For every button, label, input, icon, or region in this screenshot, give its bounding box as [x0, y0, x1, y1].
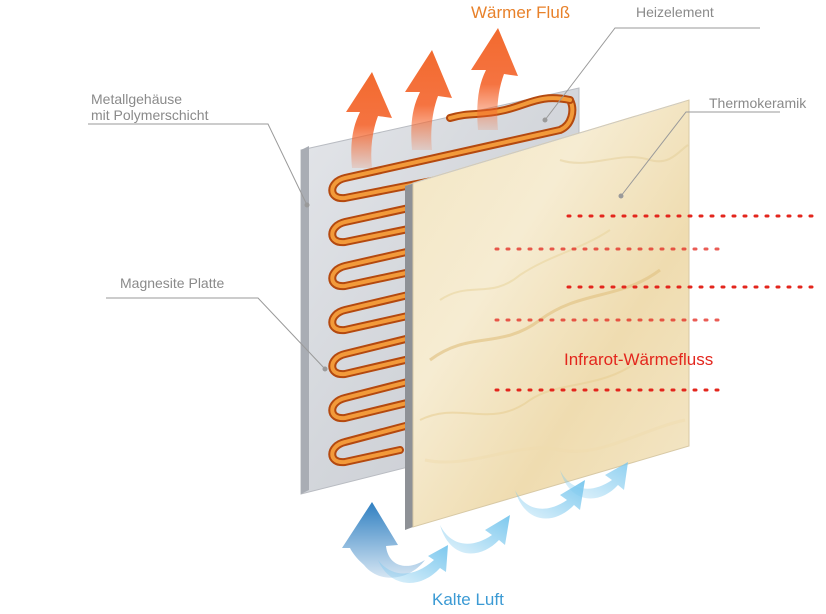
leader-heating-element	[544, 27, 760, 121]
leader-metal-housing	[88, 123, 308, 206]
label-infrared-flow: Infrarot-Wärmefluss	[564, 350, 714, 369]
label-cold-air: Kalte Luft	[432, 590, 504, 609]
cold-arrow-light-2	[515, 480, 585, 519]
cold-arrow-light-3	[560, 462, 628, 499]
label-thermo-ceramic: Thermokeramik	[709, 95, 807, 111]
leader-thermo-ceramic	[620, 111, 780, 197]
label-metal-housing-line1: Metallgehäuse	[91, 91, 183, 107]
label-magnesite-plate: Magnesite Platte	[120, 275, 225, 291]
label-heating-element: Heizelement	[636, 4, 714, 20]
warm-air-arrows	[346, 28, 518, 168]
warm-arrow-3	[471, 28, 518, 130]
leader-lines	[88, 27, 780, 372]
infrared-lines	[494, 214, 814, 392]
warm-arrow-1	[346, 72, 392, 168]
thermo-ceramic-panel	[405, 99, 690, 530]
leader-magnesite	[106, 297, 326, 370]
cold-air-arrows	[342, 462, 628, 583]
warm-arrow-2	[405, 50, 452, 150]
cold-arrow-dark	[342, 502, 425, 578]
cold-arrow-light-1	[440, 515, 510, 554]
cold-arrow-light-4	[378, 545, 448, 583]
label-heat-flow: Wärmer Fluß	[471, 3, 571, 22]
label-metal-housing-line2: mit Polymerschicht	[91, 107, 209, 123]
